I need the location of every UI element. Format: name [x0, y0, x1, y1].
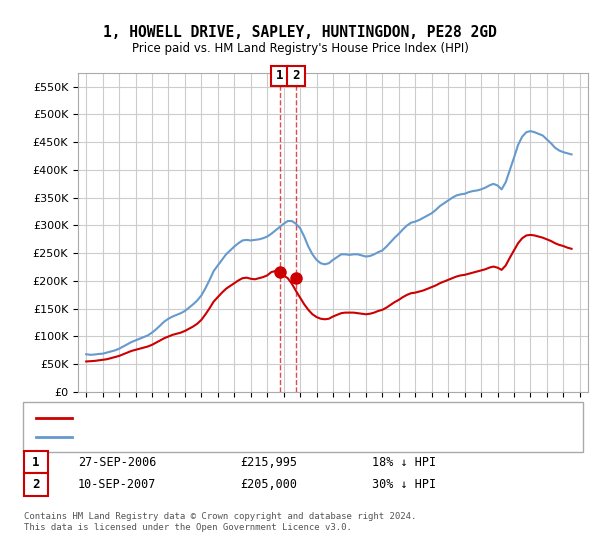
Text: HPI: Average price, detached house, Huntingdonshire: HPI: Average price, detached house, Hunt… — [79, 432, 398, 442]
Text: £215,995: £215,995 — [240, 455, 297, 469]
Text: 10-SEP-2007: 10-SEP-2007 — [78, 478, 157, 491]
Text: Contains HM Land Registry data © Crown copyright and database right 2024.
This d: Contains HM Land Registry data © Crown c… — [24, 512, 416, 532]
Text: £205,000: £205,000 — [240, 478, 297, 491]
Text: 27-SEP-2006: 27-SEP-2006 — [78, 455, 157, 469]
Text: 30% ↓ HPI: 30% ↓ HPI — [372, 478, 436, 491]
Text: Price paid vs. HM Land Registry's House Price Index (HPI): Price paid vs. HM Land Registry's House … — [131, 42, 469, 55]
Text: 1: 1 — [32, 455, 40, 469]
Text: 1, HOWELL DRIVE, SAPLEY, HUNTINGDON, PE28 2GD (detached house): 1, HOWELL DRIVE, SAPLEY, HUNTINGDON, PE2… — [79, 413, 467, 423]
Text: 2: 2 — [32, 478, 40, 491]
Text: 1: 1 — [276, 69, 283, 82]
Text: 2: 2 — [292, 69, 300, 82]
Text: 1, HOWELL DRIVE, SAPLEY, HUNTINGDON, PE28 2GD: 1, HOWELL DRIVE, SAPLEY, HUNTINGDON, PE2… — [103, 25, 497, 40]
Text: 18% ↓ HPI: 18% ↓ HPI — [372, 455, 436, 469]
